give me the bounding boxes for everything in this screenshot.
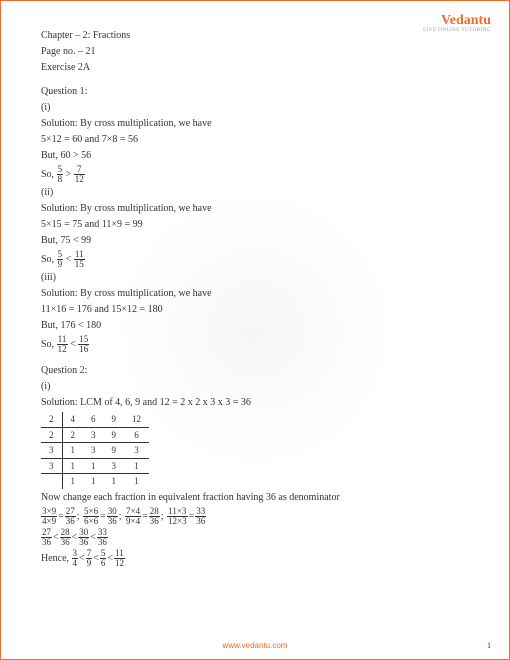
question-1-title: Question 1: [41,85,469,99]
hence-label: Hence, [41,553,72,564]
q2-hence: Hence, 34<79<56<1112 [41,549,469,568]
q2-change-text: Now change each fraction in equivalent f… [41,491,469,505]
so-label: So, [41,169,57,180]
fraction: 3×94×9 [41,507,57,526]
exercise-title: Exercise 2A [41,61,469,75]
fraction: 1516 [78,335,89,354]
q1-iii-label: (iii) [41,271,469,285]
q1-i-solution: Solution: By cross multiplication, we ha… [41,117,469,131]
fraction: 1112 [114,549,125,568]
fraction: 3336 [97,528,108,547]
sign: < [70,339,76,350]
q1-i-but: But, 60 > 56 [41,149,469,163]
q1-ii-solution: Solution: By cross multiplication, we ha… [41,202,469,216]
fraction: 11×312×3 [167,507,188,526]
fraction: 2836 [149,507,160,526]
q1-iii-eq: 11×16 = 176 and 15×12 = 180 [41,303,469,317]
fraction: 1112 [57,335,68,354]
fraction: 59 [57,250,64,269]
q1-i-label: (i) [41,101,469,115]
page-number: 1 [487,640,491,651]
q1-ii-but: But, 75 < 99 [41,234,469,248]
q2-solution: Solution: LCM of 4, 6, 9 and 12 = 2 x 2 … [41,396,469,410]
q1-ii-eq: 5×15 = 75 and 11×9 = 99 [41,218,469,232]
q1-ii-label: (ii) [41,186,469,200]
fraction: 58 [57,165,64,184]
fraction: 3036 [107,507,118,526]
fraction: 712 [74,165,85,184]
q1-i-result: So, 58 > 712 [41,165,469,184]
question-2-title: Question 2: [41,364,469,378]
q1-ii-result: So, 59 < 1115 [41,250,469,269]
so-label: So, [41,339,57,350]
fraction: 5×66×6 [83,507,99,526]
fraction: 2836 [60,528,71,547]
q2-equivalent-fractions: 3×94×9=2736; 5×66×6=3036; 7×49×4=2836; 1… [41,507,469,526]
page-ref: Page no. – 21 [41,45,469,59]
fraction: 2736 [65,507,76,526]
sign: > [66,169,72,180]
fraction: 2736 [41,528,52,547]
q1-iii-solution: Solution: By cross multiplication, we ha… [41,287,469,301]
q1-iii-result: So, 1112 < 1516 [41,335,469,354]
fraction: 7×49×4 [125,507,141,526]
q1-i-eq: 5×12 = 60 and 7×8 = 56 [41,133,469,147]
fraction: 3036 [78,528,89,547]
q2-i-label: (i) [41,380,469,394]
q2-ordered-fractions: 2736<2836<3036<3336 [41,528,469,547]
footer-url: www.vedantu.com [223,640,288,651]
q2-hence-fractions: 34<79<56<1112 [72,553,125,564]
fraction: 3336 [195,507,206,526]
fraction: 1115 [74,250,85,269]
document-content: Chapter – 2: Fractions Page no. – 21 Exe… [41,29,469,568]
chapter-title: Chapter – 2: Fractions [41,29,469,43]
lcm-table: 2469122239631393311311111 [41,412,149,489]
q1-iii-but: But, 176 < 180 [41,319,469,333]
so-label: So, [41,254,57,265]
sign: < [66,254,72,265]
